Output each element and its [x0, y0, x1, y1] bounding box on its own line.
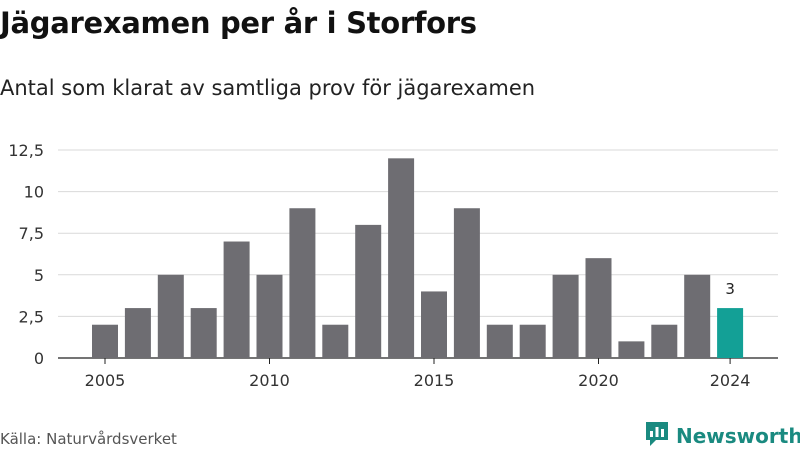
bar-2011: [289, 208, 316, 358]
newsworthy-logo-icon: [644, 420, 670, 452]
bar-2007: [157, 274, 184, 358]
bar-2013: [355, 224, 382, 358]
y-tick-label: 7,5: [19, 224, 44, 243]
source-note: Källa: Naturvårdsverket: [0, 430, 177, 448]
bar-2005: [92, 324, 118, 358]
y-tick-label: 0: [34, 349, 44, 368]
bar-2015: [421, 291, 447, 358]
x-tick-label: 2015: [414, 371, 455, 390]
bar-2010: [256, 274, 283, 358]
bar-chart: 0 2,5 5 7,5 10 12,5 3 2005 2010 2015 2020 2024: [8, 141, 778, 390]
data-label: 3: [725, 280, 735, 298]
brand-name: Newsworthy: [676, 424, 800, 448]
bar-2018: [519, 324, 546, 358]
bar-2014: [388, 158, 415, 358]
x-tick-label: 2020: [578, 371, 619, 390]
newsworthy-brand[interactable]: Newsworthy: [644, 420, 800, 452]
bar-2023: [684, 274, 711, 358]
bar-2019: [552, 274, 579, 358]
x-tick-label: 2010: [249, 371, 290, 390]
chart-title: Jägarexamen per år i Storfors: [0, 6, 477, 40]
bar-2017: [486, 324, 513, 358]
bar-2008: [190, 308, 217, 358]
bar-2012: [322, 324, 349, 358]
y-tick-label: 10: [24, 183, 44, 202]
bar-2016: [453, 208, 480, 358]
chart-subtitle: Antal som klarat av samtliga prov för jä…: [0, 76, 536, 100]
bar-2024: [717, 308, 744, 358]
y-tick-label: 2,5: [19, 307, 44, 326]
bar-2009: [223, 241, 250, 358]
bar-2006: [124, 308, 151, 358]
y-tick-label: 12,5: [8, 141, 44, 160]
y-tick-label: 5: [34, 266, 44, 285]
bar-2020: [585, 258, 612, 358]
x-tick-label: 2024: [710, 371, 751, 390]
bar-2022: [651, 324, 678, 358]
bar-2021: [618, 341, 645, 358]
x-tick-label: 2005: [85, 371, 126, 390]
